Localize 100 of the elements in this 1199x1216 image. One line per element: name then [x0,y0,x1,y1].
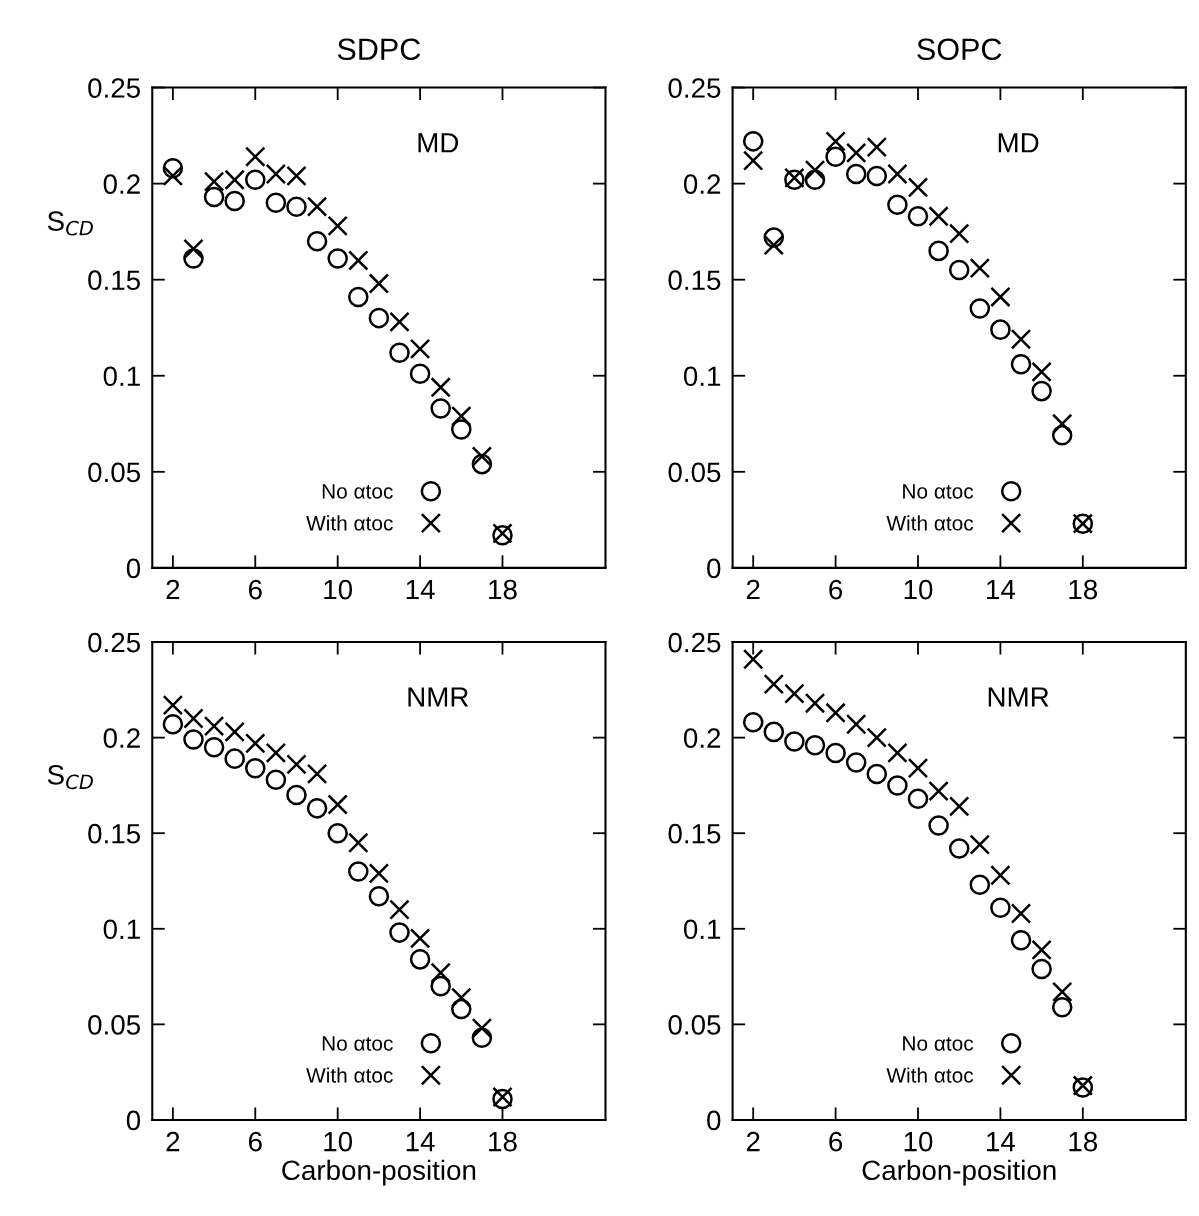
point [306,763,328,785]
legend-label: No αtoc [322,484,393,499]
x-tick-label: 18 [489,579,517,600]
point [907,788,929,810]
x-tick-label: 2 [746,579,760,600]
point [348,250,369,271]
point [245,733,266,754]
point [948,223,970,244]
point [162,157,184,179]
point [245,146,266,167]
point [224,190,245,212]
point [887,163,908,185]
point [784,731,805,752]
point [327,794,348,815]
y-axis-title: S$_{CD}$ [47,211,93,236]
point [1051,981,1073,1003]
y-tick-label: 0.05 [668,1015,721,1035]
legend-label: No αtoc [903,484,974,499]
y-tick-label: 0 [126,1110,141,1131]
x-tick-label: 18 [1069,1131,1098,1152]
point [368,863,390,884]
point [471,446,493,467]
y-tick-label: 0.1 [683,919,721,940]
point [430,398,451,419]
point [389,899,410,920]
point [451,987,472,1008]
point [368,307,390,329]
point [1010,929,1032,951]
y-tick-label: 0.15 [88,823,140,844]
point [203,736,225,758]
x-tick-label: 2 [166,579,180,600]
point [969,834,991,855]
point [265,742,287,764]
point [928,780,949,802]
point [804,159,826,181]
point [348,832,369,854]
point [804,734,826,756]
point [430,962,451,984]
chart-title: SOPC [917,38,1002,61]
point [430,376,451,398]
point [763,234,785,256]
point [245,169,266,191]
legend-label: No αtoc [903,1036,974,1051]
x-tick-label: 10 [324,579,353,600]
point [348,861,369,882]
point [368,273,390,294]
point [1051,425,1073,446]
y-tick-label: 0.25 [668,78,721,98]
x-tick-label: 2 [746,1131,760,1152]
point [430,975,451,997]
point [286,754,307,775]
point [763,721,785,743]
point [907,206,929,227]
annotation: MD [998,133,1039,153]
point [969,874,991,896]
point [763,673,785,695]
point [286,196,307,217]
point [409,363,431,385]
y-tick-label: 0 [707,558,721,579]
x-tick-label: 14 [987,1132,1016,1152]
x-tick-label: 2 [166,1131,180,1152]
x-axis-title: Carbon-position [862,1159,1056,1186]
point [265,769,287,790]
point [825,131,846,152]
y-tick-label: 0.05 [88,462,140,483]
chart-title: SDPC [337,38,421,61]
point [948,838,970,859]
point [763,227,785,248]
point [907,757,929,779]
point [368,886,390,907]
point [969,257,991,279]
point [845,752,867,773]
point [887,194,908,216]
point [409,949,431,970]
x-tick-label: 10 [904,579,933,600]
point [162,694,184,716]
point [845,163,867,185]
y-tick-label: 0.1 [683,366,721,387]
point [845,713,867,735]
point [1010,328,1032,350]
point [183,248,204,269]
point [162,713,184,735]
y-tick-label: 0.1 [103,919,140,940]
point [306,798,328,819]
legend-label: No αtoc [322,1036,393,1051]
point [825,742,846,764]
point [203,715,225,737]
point [907,177,929,198]
point [245,757,266,779]
point [990,319,1011,340]
x-tick-label: 6 [829,579,843,600]
point [265,192,287,214]
point [389,311,410,333]
point [928,240,949,262]
y-axis-title: S$_{CD}$ [47,764,93,790]
point [327,822,348,844]
point [1031,939,1052,961]
point [224,721,245,743]
y-tick-label: 0.2 [103,728,140,748]
point [948,259,970,281]
